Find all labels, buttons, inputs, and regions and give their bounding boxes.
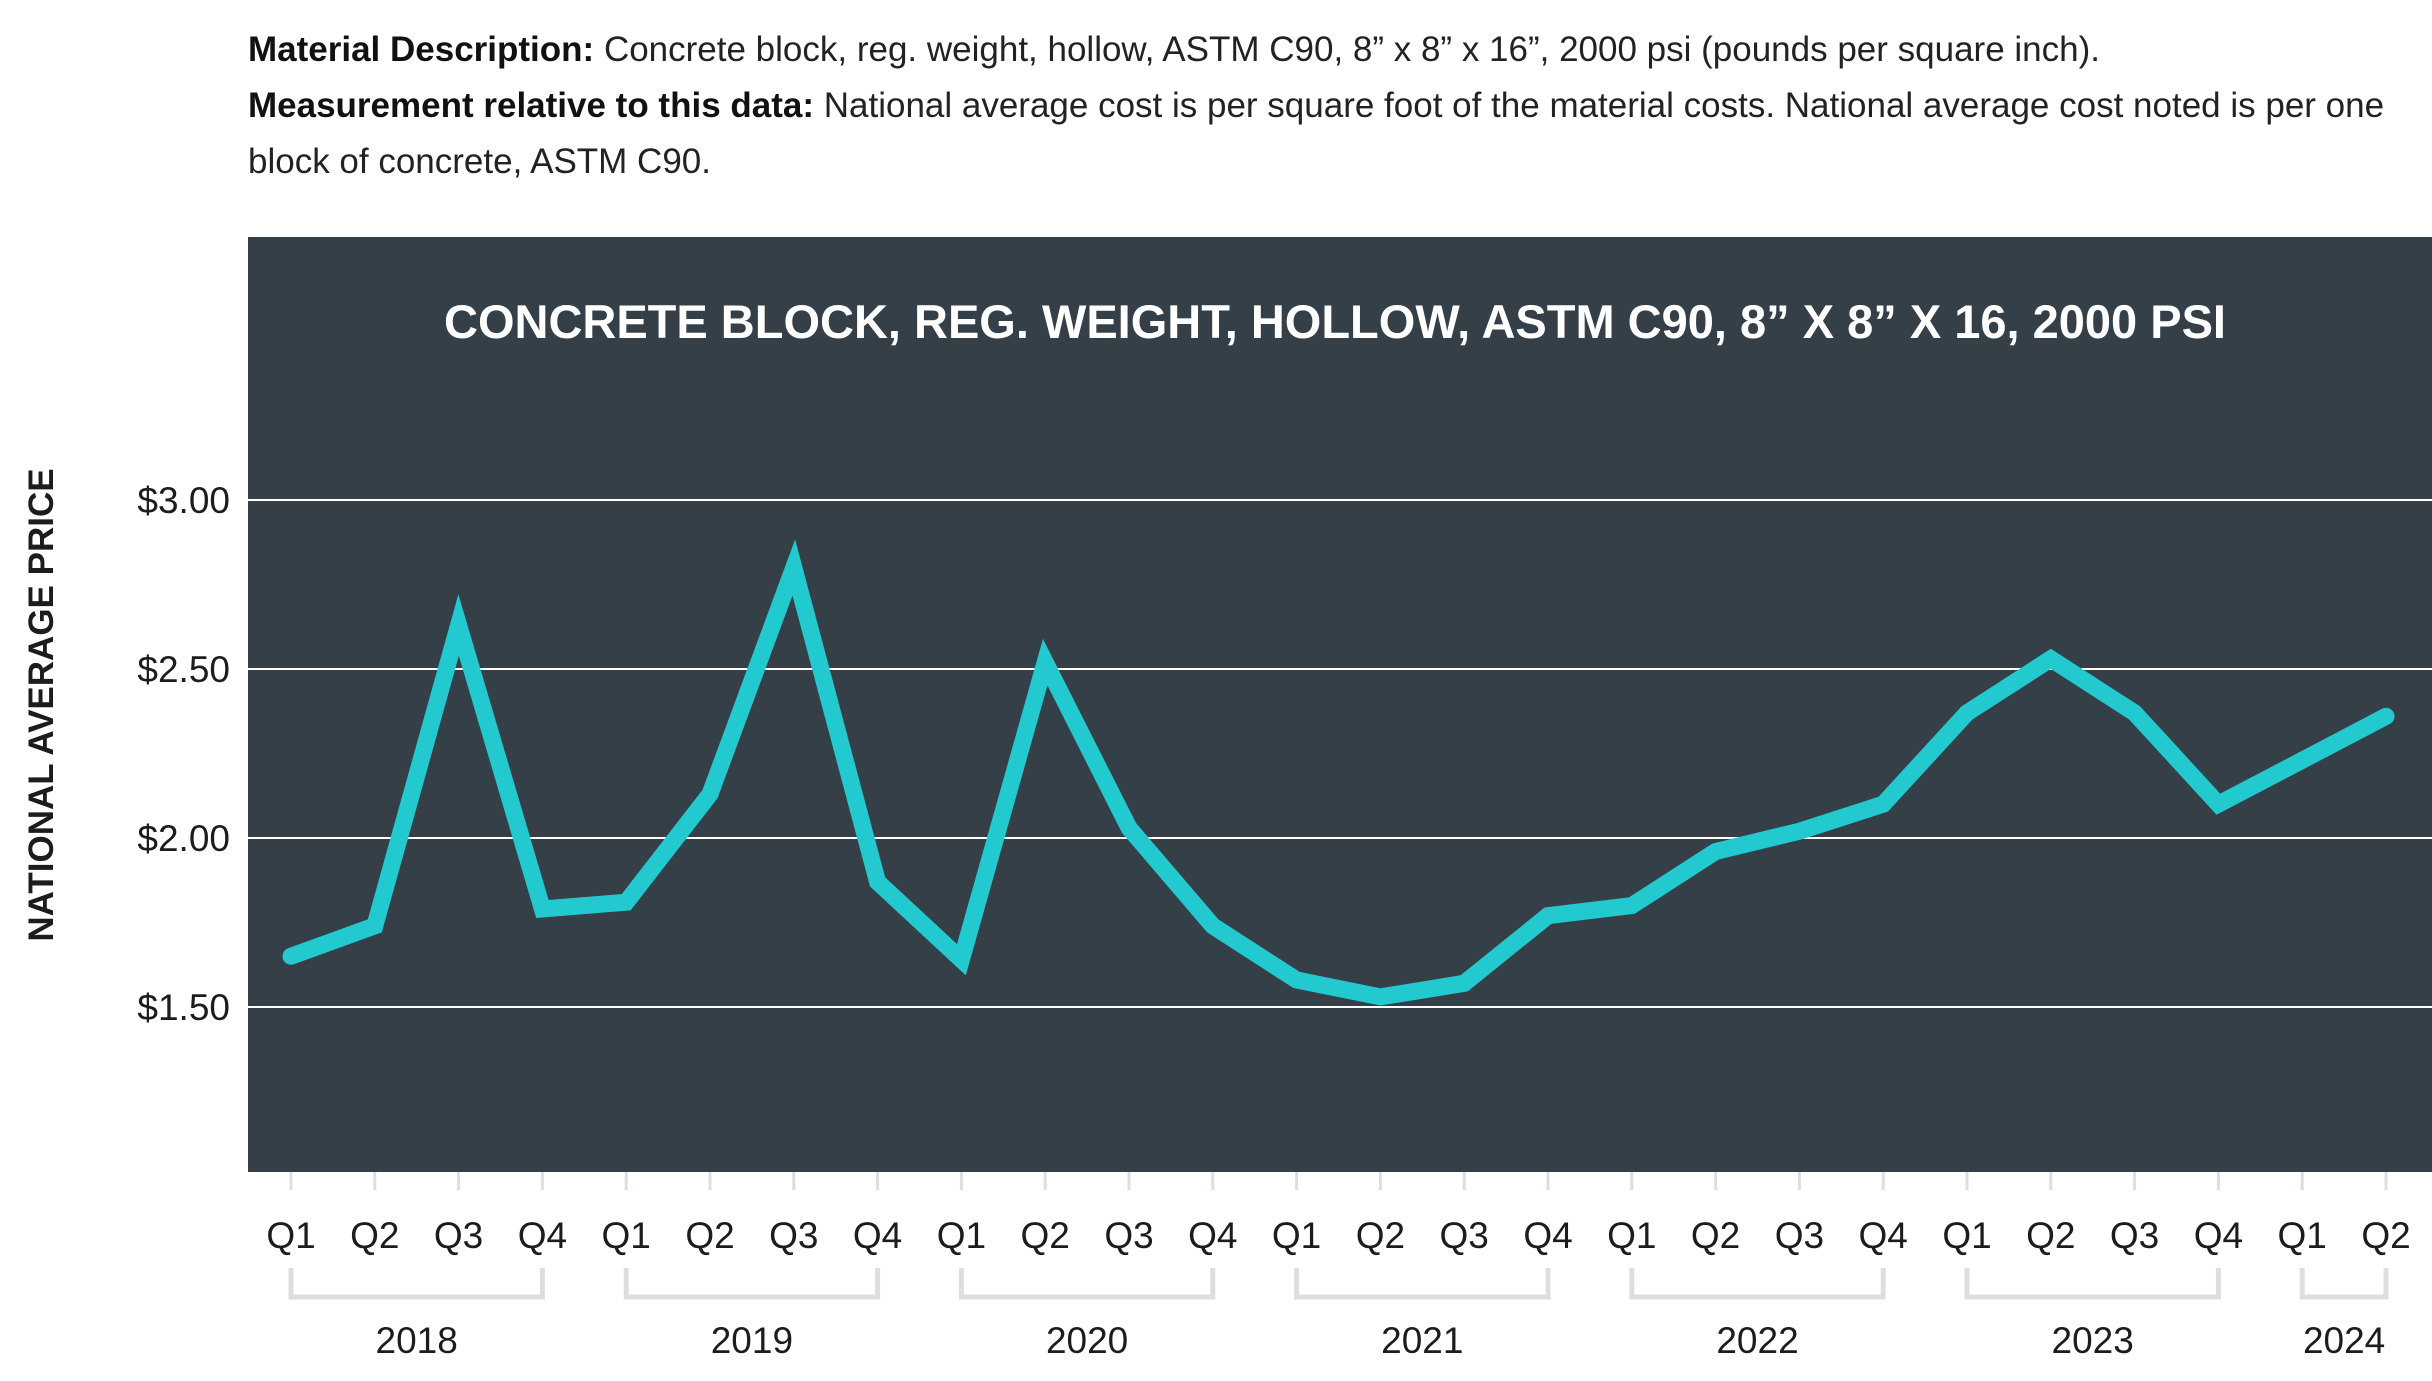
- quarter-label: Q1: [1942, 1215, 1991, 1256]
- year-label: 2019: [711, 1320, 793, 1361]
- data-point: [1463, 982, 1465, 984]
- quarter-label: Q2: [1691, 1215, 1740, 1256]
- data-point: [1296, 979, 1298, 981]
- year-label: 2018: [376, 1320, 458, 1361]
- quarter-label: Q4: [1523, 1215, 1572, 1256]
- quarter-label: Q1: [2278, 1215, 2327, 1256]
- quarter-label: Q1: [602, 1215, 651, 1256]
- quarter-label: Q2: [2361, 1215, 2410, 1256]
- chart-title: CONCRETE BLOCK, REG. WEIGHT, HOLLOW, AST…: [444, 295, 2226, 348]
- quarter-label: Q4: [1188, 1215, 1237, 1256]
- data-point: [2134, 712, 2136, 714]
- quarter-label: Q3: [434, 1215, 483, 1256]
- quarter-label: Q2: [350, 1215, 399, 1256]
- data-point: [1966, 712, 1968, 714]
- quarter-label: Q3: [2110, 1215, 2159, 1256]
- data-point: [1798, 830, 1800, 832]
- quarter-label: Q1: [937, 1215, 986, 1256]
- y-tick-labels: $1.50 $2.00 $2.50 $3.00: [137, 480, 230, 1028]
- data-point: [877, 881, 879, 883]
- year-bracket: [1629, 1268, 1886, 1300]
- year-bracket: [2299, 1268, 2389, 1300]
- quarter-label: Q2: [685, 1215, 734, 1256]
- data-point: [793, 567, 795, 569]
- quarter-label: Q1: [1272, 1215, 1321, 1256]
- quarter-label: Q3: [769, 1215, 818, 1256]
- material-description-text: Concrete block, reg. weight, hollow, AST…: [603, 30, 2100, 69]
- material-description: Material Description: Concrete block, re…: [248, 22, 2398, 190]
- data-point: [2385, 715, 2387, 717]
- year-label: 2021: [1381, 1320, 1463, 1361]
- quarter-label: Q1: [1607, 1215, 1656, 1256]
- quarter-label: Q4: [853, 1215, 902, 1256]
- material-description-line: Material Description: Concrete block, re…: [248, 22, 2398, 78]
- year-bracket: [288, 1268, 545, 1300]
- series-layer: [282, 539, 2395, 1006]
- quarter-label: Q3: [1104, 1215, 1153, 1256]
- quarter-label: Q2: [2026, 1215, 2075, 1256]
- year-label: 2023: [2052, 1320, 2134, 1361]
- series-line: [282, 539, 2395, 1006]
- data-point: [2217, 803, 2219, 805]
- x-axis: Q1 Q2 Q3 Q4 Q1 Q2 Q3 Q4 Q1 Q2 Q3 Q4 Q1 Q2 Q3 Q4 Q1 Q2 Q3 Q4…: [266, 1172, 2411, 1361]
- quarter-label: Q4: [1859, 1215, 1908, 1256]
- year-bracket: [958, 1268, 1216, 1300]
- data-point: [290, 955, 292, 957]
- measurement-note-text: National average cost is per square foot…: [248, 86, 2385, 181]
- measurement-note: Measurement relative to this data: Natio…: [248, 78, 2398, 190]
- y-tick-label: $2.50: [137, 649, 230, 690]
- data-point: [1128, 827, 1130, 829]
- quarter-label: Q2: [1021, 1215, 1070, 1256]
- data-point: [2050, 658, 2052, 660]
- y-tick-label: $3.00: [137, 480, 230, 521]
- year-bracket: [1964, 1268, 2221, 1300]
- data-point: [709, 793, 711, 795]
- data-point: [374, 925, 376, 927]
- year-label: 2020: [1046, 1320, 1128, 1361]
- quarter-label: Q4: [518, 1215, 567, 1256]
- y-axis-label: NATIONAL AVERAGE PRICE: [22, 468, 61, 941]
- data-point: [541, 908, 543, 910]
- data-point: [625, 901, 627, 903]
- data-point: [2301, 759, 2303, 761]
- data-point: [1631, 905, 1633, 907]
- data-point: [960, 959, 962, 961]
- year-bracket: [623, 1268, 881, 1300]
- data-point: [1547, 915, 1549, 917]
- year-label: 2022: [1716, 1320, 1798, 1361]
- measurement-note-label: Measurement relative to this data:: [248, 86, 814, 125]
- year-bracket: [1294, 1268, 1551, 1300]
- data-point: [1379, 996, 1381, 998]
- year-label: 2024: [2303, 1320, 2385, 1361]
- quarter-label: Q3: [1775, 1215, 1824, 1256]
- data-point: [458, 624, 460, 626]
- quarter-label: Q3: [1440, 1215, 1489, 1256]
- y-tick-label: $2.00: [137, 818, 230, 859]
- data-point: [1882, 803, 1884, 805]
- quarter-label: Q4: [2194, 1215, 2243, 1256]
- quarter-label: Q2: [1356, 1215, 1405, 1256]
- y-tick-label: $1.50: [137, 987, 230, 1028]
- quarter-label: Q1: [266, 1215, 315, 1256]
- data-point: [1212, 925, 1214, 927]
- data-point: [1044, 661, 1046, 663]
- data-point: [1715, 851, 1717, 853]
- chart-panel: [248, 237, 2432, 1172]
- material-description-label: Material Description:: [248, 30, 595, 69]
